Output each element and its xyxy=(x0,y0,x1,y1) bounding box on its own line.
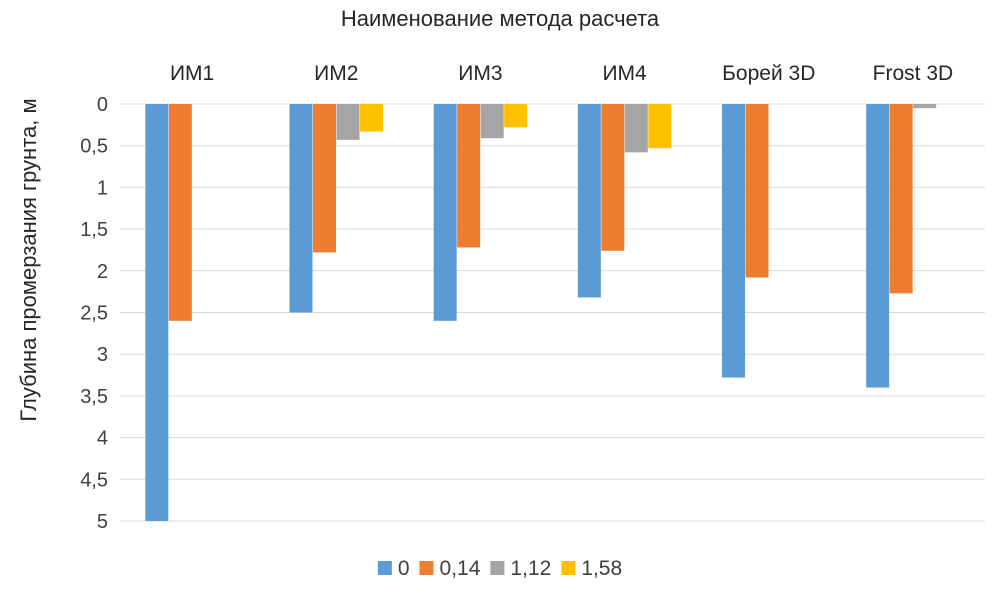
bar xyxy=(601,104,625,251)
legend-label: 1,12 xyxy=(510,557,551,580)
legend-label: 0,14 xyxy=(440,557,481,580)
y-tick-label: 0,5 xyxy=(80,136,108,158)
y-tick-label: 5 xyxy=(97,511,108,533)
bar xyxy=(313,104,336,253)
y-tick-label: 3,5 xyxy=(80,386,108,408)
y-tick-label: 0 xyxy=(97,94,108,116)
bar xyxy=(866,104,890,388)
bar xyxy=(624,104,648,153)
category-label: Frost 3D xyxy=(873,62,954,85)
bar xyxy=(145,104,169,521)
y-tick-label: 1,5 xyxy=(80,219,108,241)
bar xyxy=(648,104,672,149)
bar xyxy=(913,104,937,109)
bar xyxy=(360,104,383,132)
gridlines xyxy=(120,103,985,522)
bar xyxy=(336,104,360,140)
category-label: ИМ4 xyxy=(602,62,647,85)
legend-swatch xyxy=(377,561,392,575)
legend-label: 0 xyxy=(398,557,410,580)
legend-label: 1,58 xyxy=(581,557,622,580)
category-labels: ИМ1 ИМ2 ИМ3 ИМ4 Борей 3D Frost 3D xyxy=(170,62,953,85)
legend-swatch xyxy=(561,561,576,575)
category-label: Борей 3D xyxy=(722,62,815,85)
chart-title: Наименование метода расчета xyxy=(340,6,660,31)
category-label: ИМ1 xyxy=(170,62,214,85)
bar xyxy=(722,104,745,378)
y-tick-label: 2 xyxy=(97,261,108,283)
category-label: ИМ3 xyxy=(458,62,502,85)
bar xyxy=(168,104,192,321)
y-tick-label: 1 xyxy=(97,177,108,199)
category-label: ИМ2 xyxy=(314,62,358,85)
bar xyxy=(457,104,481,248)
bar xyxy=(433,104,457,321)
bars xyxy=(145,104,937,521)
legend: 0 0,14 1,12 1,58 xyxy=(377,557,622,580)
bar xyxy=(889,104,913,294)
bar xyxy=(289,104,313,313)
legend-swatch xyxy=(419,561,434,575)
bar xyxy=(745,104,769,278)
y-tick-label: 3 xyxy=(97,344,108,366)
y-tick-label: 2,5 xyxy=(80,303,108,325)
bar xyxy=(480,104,504,139)
y-tick-label: 4 xyxy=(97,428,108,450)
bar xyxy=(504,104,528,128)
bar xyxy=(577,104,601,298)
y-tick-label: 4,5 xyxy=(80,469,108,491)
y-tick-labels: 0 0,5 1 1,5 2 2,5 3 3,5 4 4,5 5 xyxy=(80,94,108,533)
legend-swatch xyxy=(490,561,505,575)
